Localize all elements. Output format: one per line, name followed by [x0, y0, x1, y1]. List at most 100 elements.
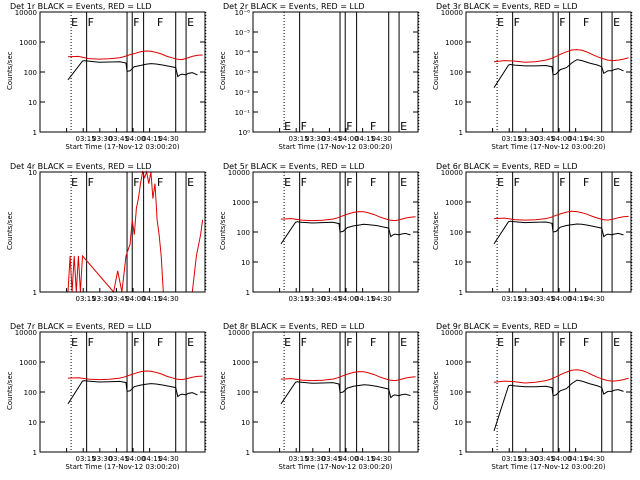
x-tick-label: 04:15 [568, 295, 588, 303]
x-tick-label: 03:45 [322, 455, 342, 463]
x-tick-label: 03:30 [305, 455, 325, 463]
x-axis-label: Start Time (17-Nov-12 03:00:20) [278, 463, 392, 471]
y-axis-label: Counts/sec [219, 51, 227, 90]
series-events [280, 381, 411, 405]
x-tick-label: 03:30 [518, 455, 538, 463]
panel-6: Det 6r BLACK = Events, RED = LLD Counts/s… [432, 162, 633, 303]
flag-label: F [301, 120, 307, 133]
y-tick-label: 10 [28, 419, 37, 427]
plot-frame [252, 171, 419, 293]
y-tick-label: 1 [33, 449, 37, 457]
flag-label: E [71, 176, 78, 189]
flag-label: F [133, 16, 139, 29]
flag-label: E [497, 16, 504, 29]
plot-frame [465, 171, 632, 293]
panel-title: Det 3r BLACK = Events, RED = LLD [436, 2, 578, 11]
x-tick-label: 04:15 [355, 455, 375, 463]
y-axis-label: Counts/sec [6, 211, 14, 250]
x-tick-label: 03:45 [535, 455, 555, 463]
y-tick-label: 10 [28, 99, 37, 107]
y-tick-label: 1000 [19, 39, 37, 47]
y-tick-label: 10000 [228, 169, 250, 177]
y-tick-label: 100 [24, 389, 37, 397]
y-tick-label: 10 [28, 169, 37, 177]
x-axis-label: Start Time (17-Nov-12 03:00:20) [278, 143, 392, 151]
y-tick-label: 1000 [19, 359, 37, 367]
y-tick-label: 10000 [228, 329, 250, 337]
flag-label: E [187, 16, 194, 29]
x-tick-label: 03:45 [322, 295, 342, 303]
x-tick-label: 03:15 [289, 455, 309, 463]
flag-label: E [284, 120, 291, 133]
x-tick-label: 04:00 [551, 295, 571, 303]
series-lld [493, 49, 629, 63]
x-axis-label: Start Time (17-Nov-12 03:00:20) [65, 463, 179, 471]
x-tick-label: 03:15 [502, 455, 522, 463]
y-tick-label: 10⁻¹ [235, 109, 251, 117]
panel-4: Det 4r BLACK = Events, RED = LLD Counts/s… [6, 162, 207, 303]
y-tick-label: 1 [246, 289, 250, 297]
y-tick-label: 10000 [441, 329, 463, 337]
flag-label: F [583, 16, 589, 29]
series-events [493, 379, 624, 432]
series-lld [280, 211, 416, 222]
x-tick-label: 04:30 [372, 295, 392, 303]
x-axis-label: Start Time (17-Nov-12 03:00:20) [65, 143, 179, 151]
flag-label: F [301, 336, 307, 349]
series-events [493, 59, 624, 88]
y-tick-label: 100 [237, 389, 250, 397]
y-tick-label: 10 [454, 419, 463, 427]
flag-label: E [613, 16, 620, 29]
y-tick-label: 100 [24, 69, 37, 77]
y-tick-label: 1 [459, 129, 463, 137]
flag-label: F [559, 336, 565, 349]
flag-label: F [559, 176, 565, 189]
flag-label: E [71, 16, 78, 29]
x-tick-label: 03:30 [92, 135, 112, 143]
flag-label: E [400, 120, 407, 133]
x-tick-label: 03:30 [518, 295, 538, 303]
y-tick-label: 10000 [15, 329, 37, 337]
x-tick-label: 03:45 [109, 455, 129, 463]
y-axis-label: Counts/sec [432, 51, 440, 90]
y-tick-label: 1000 [445, 199, 463, 207]
x-tick-label: 04:30 [585, 455, 605, 463]
panel-2: Det 2r BLACK = Events, RED = LLD Counts/s… [219, 2, 420, 151]
y-tick-label: 1000 [232, 199, 250, 207]
plot-frame [39, 331, 206, 453]
series-lld [67, 50, 203, 61]
x-tick-label: 04:00 [125, 455, 145, 463]
x-tick-label: 04:30 [159, 455, 179, 463]
y-tick-label: 1000 [445, 359, 463, 367]
panel-5: Det 5r BLACK = Events, RED = LLD Counts/s… [219, 162, 420, 303]
x-tick-label: 04:00 [125, 295, 145, 303]
x-tick-label: 04:30 [585, 135, 605, 143]
panel-8: Det 8r BLACK = Events, RED = LLD Counts/s… [219, 322, 420, 471]
x-tick-label: 04:00 [125, 135, 145, 143]
panel-title: Det 6r BLACK = Events, RED = LLD [436, 162, 578, 171]
y-tick-label: 10⁰ [238, 129, 250, 137]
flag-label: F [583, 176, 589, 189]
x-tick-label: 04:00 [338, 295, 358, 303]
y-axis-label: Counts/sec [6, 51, 14, 90]
flag-label: F [370, 176, 376, 189]
series-lld [493, 369, 629, 384]
x-tick-label: 04:15 [568, 135, 588, 143]
x-tick-label: 03:15 [502, 135, 522, 143]
y-tick-label: 10000 [15, 9, 37, 17]
panel-title: Det 5r BLACK = Events, RED = LLD [223, 162, 365, 171]
x-tick-label: 04:00 [338, 455, 358, 463]
y-tick-label: 10 [454, 99, 463, 107]
x-tick-label: 03:30 [518, 135, 538, 143]
panel-title: Det 8r BLACK = Events, RED = LLD [223, 322, 365, 331]
flag-label: F [88, 16, 94, 29]
y-axis-label: Counts/sec [432, 371, 440, 410]
flag-label: E [497, 176, 504, 189]
x-tick-label: 04:15 [142, 135, 162, 143]
y-tick-label: 10 [454, 259, 463, 267]
x-tick-label: 03:30 [92, 295, 112, 303]
panel-title: Det 4r BLACK = Events, RED = LLD [10, 162, 152, 171]
flag-label: F [514, 16, 520, 29]
y-tick-label: 1000 [232, 359, 250, 367]
